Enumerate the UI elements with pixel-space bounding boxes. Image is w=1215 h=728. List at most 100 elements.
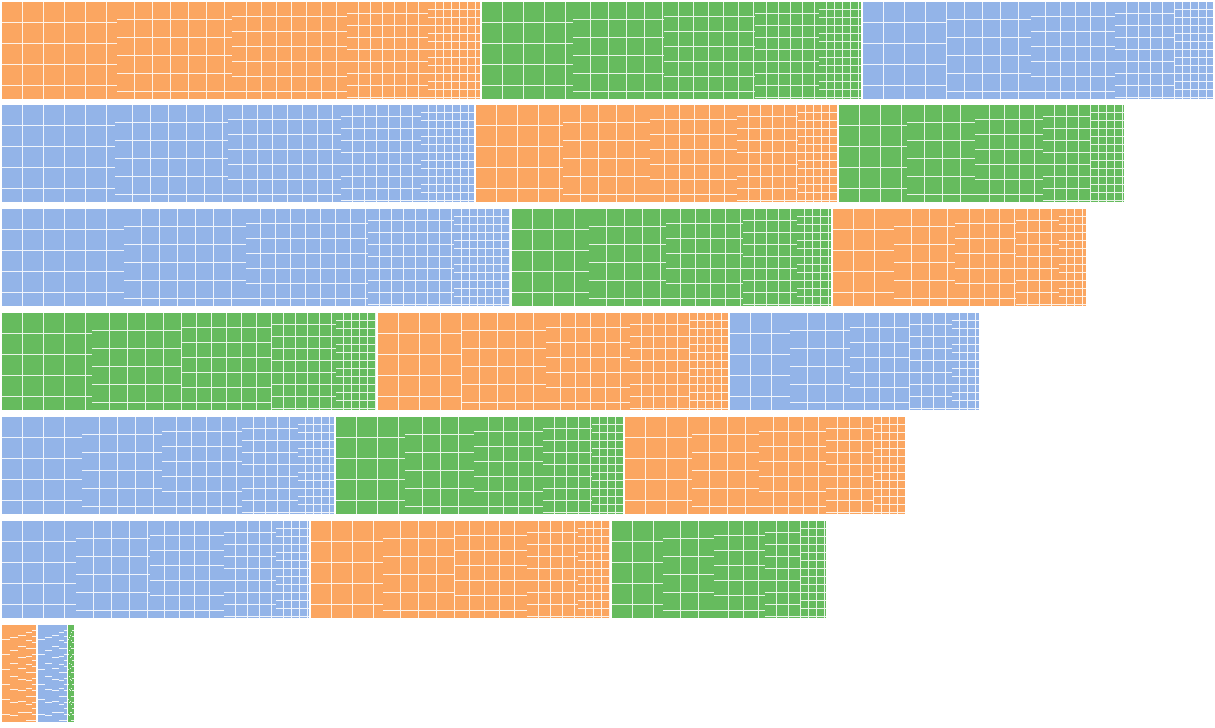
tile-cells	[737, 105, 798, 202]
tile-cells	[743, 209, 797, 306]
tile-cells	[38, 625, 45, 722]
tile-cells	[2, 105, 115, 202]
tile-cells	[182, 313, 272, 410]
tile-cells	[664, 2, 755, 99]
tile-cells	[543, 417, 592, 514]
tile-cells	[833, 209, 894, 306]
tile-cells	[2, 313, 92, 410]
tile-cells	[76, 521, 150, 618]
tile-cells	[59, 625, 64, 722]
tile-cells	[589, 209, 666, 306]
tile-cells	[71, 625, 72, 722]
tile-cells	[630, 313, 690, 410]
tile-cells	[826, 417, 874, 514]
tile-cells	[2, 209, 124, 306]
tile-cells	[272, 313, 336, 410]
tile-cells	[52, 625, 59, 722]
tile-cells	[68, 625, 69, 722]
tile-cells	[336, 417, 405, 514]
tile-cells	[2, 417, 82, 514]
tile-cells	[1115, 2, 1175, 99]
tile-cells	[347, 2, 428, 99]
tile-cells	[242, 417, 298, 514]
tile-cells	[117, 2, 232, 99]
tile-cells	[755, 2, 819, 99]
tile-cells	[1043, 105, 1091, 202]
tile-cells	[666, 209, 743, 306]
tile-cells	[863, 2, 947, 99]
tile-cells	[341, 105, 421, 202]
tile-cells	[482, 2, 573, 99]
tile-cells	[947, 2, 1031, 99]
tile-cells	[797, 209, 831, 306]
tile-group	[311, 521, 610, 618]
tile-group	[839, 105, 1124, 202]
tile-cells	[298, 417, 334, 514]
tile-cells	[546, 313, 630, 410]
tile-cells	[663, 521, 714, 618]
tile-cells	[455, 521, 527, 618]
tile-cells	[70, 625, 71, 722]
tile-cells	[162, 417, 242, 514]
tile-cells	[955, 209, 1016, 306]
tile-cells	[45, 625, 52, 722]
tile-cells	[874, 417, 905, 514]
tile-cells	[765, 521, 801, 618]
tile-group	[730, 313, 979, 410]
tile-group	[378, 313, 728, 410]
tile-cells	[2, 521, 76, 618]
tile-cells	[115, 105, 228, 202]
tile-cells	[228, 105, 341, 202]
tile-cells	[276, 521, 309, 618]
tile-group	[625, 417, 905, 514]
tile-cells	[714, 521, 765, 618]
tile-cells	[69, 625, 70, 722]
tile-group	[512, 209, 831, 306]
tile-cells	[405, 417, 474, 514]
tile-cells	[1175, 2, 1213, 99]
tile-group	[2, 417, 334, 514]
tile-cells	[124, 209, 246, 306]
tile-cells	[1059, 209, 1086, 306]
tile-cells	[64, 625, 67, 722]
tile-group	[336, 417, 623, 514]
tile-cells	[311, 521, 383, 618]
tile-group	[2, 521, 309, 618]
tile-cells	[72, 625, 74, 722]
tile-cells	[801, 521, 826, 618]
tile-cells	[1091, 105, 1124, 202]
tile-cells	[527, 521, 578, 618]
tile-cells	[578, 521, 610, 618]
tile-group	[2, 625, 36, 722]
tile-cells	[910, 313, 952, 410]
tile-cells	[759, 417, 826, 514]
tile-cells	[819, 2, 861, 99]
tile-cells	[850, 313, 910, 410]
tile-group	[2, 313, 376, 410]
tile-group	[476, 105, 837, 202]
tile-cells	[952, 313, 979, 410]
tile-cells	[150, 521, 224, 618]
tile-cells	[2, 625, 10, 722]
tile-cells	[650, 105, 737, 202]
tile-cells	[692, 417, 759, 514]
tile-cells	[612, 521, 663, 618]
tile-cells	[82, 417, 162, 514]
tile-cells	[1016, 209, 1059, 306]
tile-cells	[428, 2, 480, 99]
tile-cells	[907, 105, 975, 202]
tile-cells	[894, 209, 955, 306]
tile-group	[2, 2, 480, 99]
tile-cells	[92, 313, 182, 410]
tile-cells	[512, 209, 589, 306]
tile-cells	[454, 209, 510, 306]
tile-cells	[26, 625, 32, 722]
tile-cells	[1031, 2, 1115, 99]
tile-cells	[232, 2, 347, 99]
tile-cells	[462, 313, 546, 410]
tile-cells	[32, 625, 36, 722]
tile-cells	[378, 313, 462, 410]
tile-cells	[563, 105, 650, 202]
tile-cells	[790, 313, 850, 410]
